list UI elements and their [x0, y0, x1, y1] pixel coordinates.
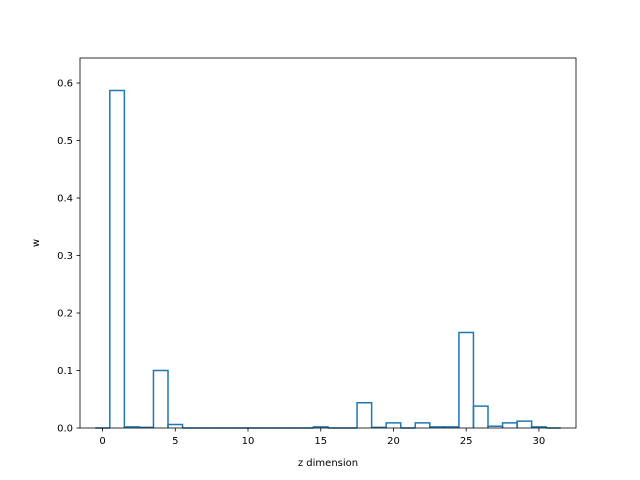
- x-tick-label: 15: [314, 436, 327, 447]
- x-tick-label: 30: [533, 436, 546, 447]
- plot-area: [80, 58, 576, 428]
- histogram-bar-29: [516, 420, 533, 428]
- histogram-bar-1: [109, 89, 126, 428]
- histogram-bar-18: [356, 401, 373, 428]
- x-tick-label: 0: [99, 436, 105, 447]
- x-tick-label: 25: [460, 436, 473, 447]
- histogram-bar-26: [472, 405, 489, 428]
- y-axis-ticks: 0.0 0.1 0.2 0.3 0.4 0.5 0.6: [57, 79, 80, 435]
- x-axis-label: z dimension: [298, 458, 358, 469]
- histogram-bar-5: [167, 423, 184, 428]
- x-axis-ticks: 0 5 10 15 20 25 30: [99, 428, 545, 447]
- y-tick-label: 0.2: [57, 309, 73, 320]
- y-tick-label: 0.6: [57, 79, 73, 90]
- histogram-bar-22: [414, 422, 431, 428]
- plot-frame: [79, 57, 577, 429]
- y-tick-label: 0.3: [57, 251, 73, 262]
- y-tick-label: 0.5: [57, 136, 73, 147]
- histogram-bar-25: [458, 331, 475, 428]
- histogram-bar-20: [385, 422, 402, 428]
- y-tick-label: 0.1: [57, 366, 73, 377]
- histogram-bar-4: [152, 369, 169, 428]
- x-tick-label: 20: [387, 436, 400, 447]
- x-tick-label: 10: [242, 436, 255, 447]
- y-tick-label: 0.4: [57, 194, 73, 205]
- y-tick-label: 0.0: [57, 424, 73, 435]
- y-axis-label: w: [31, 239, 42, 247]
- x-tick-label: 5: [172, 436, 178, 447]
